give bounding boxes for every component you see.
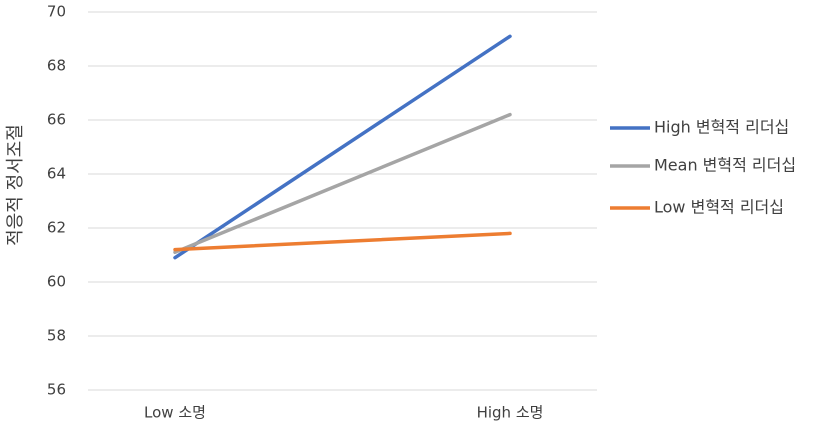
y-tick-label: 68 <box>47 57 66 75</box>
y-tick-label: 58 <box>47 327 66 345</box>
series-line <box>173 112 512 255</box>
legend-label: Low 변혁적 리더십 <box>654 198 784 217</box>
series-line <box>173 34 512 260</box>
legend-label: Mean 변혁적 리더십 <box>654 156 796 175</box>
x-tick-label: High 소명 <box>477 404 544 422</box>
y-tick-label: 60 <box>47 273 66 291</box>
x-tick-label: Low 소명 <box>144 404 206 422</box>
y-axis-title: 적응적 정서조절 <box>5 124 26 246</box>
y-tick-label: 64 <box>47 165 66 183</box>
y-tick-label: 62 <box>47 219 66 237</box>
series-line <box>173 231 512 252</box>
legend-label: High 변혁적 리더십 <box>654 118 789 137</box>
y-tick-label: 70 <box>47 3 66 21</box>
y-tick-label: 56 <box>47 381 66 399</box>
y-tick-label: 66 <box>47 111 66 129</box>
